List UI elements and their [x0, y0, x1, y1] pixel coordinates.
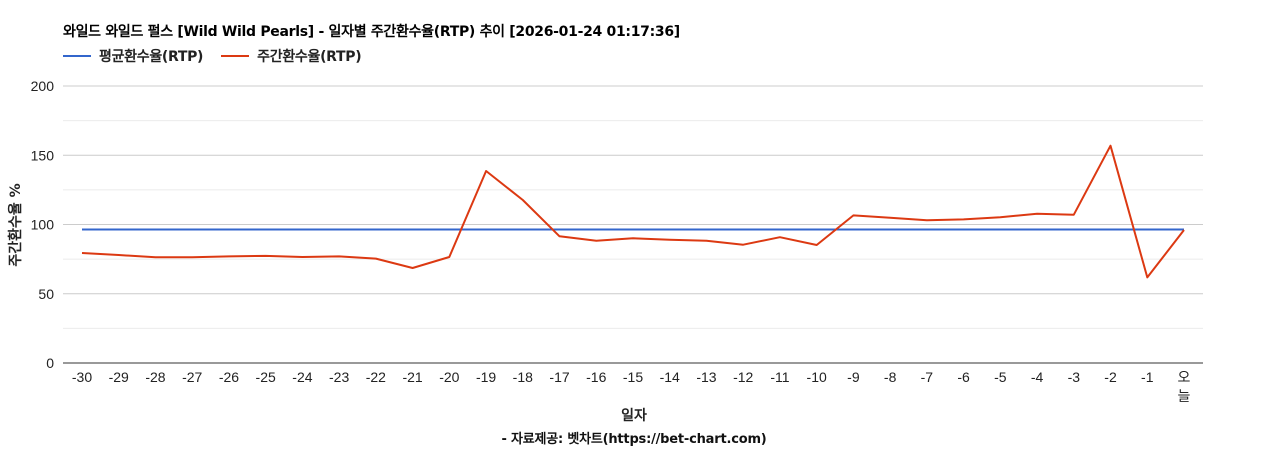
x-tick-label: -11 [770, 369, 789, 385]
x-tick-label: -19 [476, 369, 496, 385]
legend-label: 주간환수율(RTP) [257, 49, 362, 65]
x-tick-label: -2 [1104, 369, 1117, 385]
legend-swatch-red-icon [221, 55, 250, 57]
legend-item-average-rtp[interactable]: 평균환수율(RTP) [63, 46, 203, 66]
x-tick-label: -13 [696, 369, 716, 385]
x-tick-label: -3 [1068, 369, 1081, 385]
gridlines [63, 85, 1203, 364]
legend-label: 평균환수율(RTP) [99, 49, 204, 65]
y-tick-label: 150 [31, 147, 55, 163]
series-lines [81, 144, 1185, 279]
x-tick-label: -5 [994, 369, 1007, 385]
y-tick-label: 100 [31, 217, 55, 233]
x-tick-label: -17 [549, 369, 569, 385]
y-tick-label: 50 [38, 286, 54, 302]
x-tick-label: -27 [182, 369, 202, 385]
data-source-credit: - 자료제공: 벳차트(https://bet-chart.com) [501, 432, 767, 447]
x-tick-label: -10 [807, 369, 827, 385]
x-tick-label: 오 [1178, 370, 1191, 386]
x-tick-label: -7 [921, 369, 934, 385]
x-tick-label: -1 [1141, 369, 1154, 385]
y-tick-label: 0 [46, 355, 54, 371]
y-tick-label: 200 [31, 78, 55, 94]
chart-legend: 평균환수율(RTP) 주간환수율(RTP) [63, 46, 362, 66]
x-tick-label: -29 [109, 369, 129, 385]
legend-swatch-blue-icon [63, 55, 91, 57]
x-tick-label: -21 [402, 369, 422, 385]
x-tick-label: -4 [1031, 369, 1044, 385]
x-tick-label: -25 [256, 369, 276, 385]
x-tick-label: -24 [292, 369, 312, 385]
x-tick-label: -12 [733, 369, 753, 385]
x-tick-label: -16 [586, 369, 606, 385]
chart-title: 와일드 와일드 펄스 [Wild Wild Pearls] - 일자별 주간환수… [63, 24, 680, 40]
x-axis-ticks: -30 -29 -28 -27 -26 -25 -24 -23 -22 -21 -20 -19 -18-… [72, 369, 1191, 405]
y-axis-ticks: 0 50 100 150 200 [31, 78, 55, 371]
x-tick-label: -26 [219, 369, 239, 385]
x-tick-label: -23 [329, 369, 349, 385]
x-tick-label: -28 [145, 369, 165, 385]
x-tick-label: 늘 [1178, 389, 1191, 405]
series-weekly-rtp-line[interactable] [81, 144, 1185, 279]
legend-item-weekly-rtp[interactable]: 주간환수율(RTP) [221, 46, 362, 66]
x-tick-label: -18 [513, 369, 533, 385]
x-tick-label: -30 [72, 369, 92, 385]
x-tick-label: -15 [623, 369, 643, 385]
x-tick-label: -20 [439, 369, 459, 385]
x-tick-label: -22 [366, 369, 386, 385]
x-tick-label: -8 [884, 369, 897, 385]
x-tick-label: -9 [847, 369, 860, 385]
y-axis-label: 주간환수율 % [7, 183, 24, 266]
x-tick-label: -14 [660, 369, 680, 385]
x-axis-label: 일자 [621, 408, 647, 424]
x-tick-label: -6 [957, 369, 970, 385]
